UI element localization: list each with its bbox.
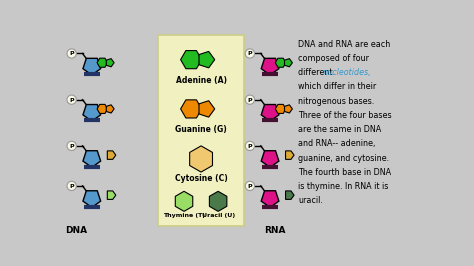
Text: The fourth base in DNA: The fourth base in DNA [298, 168, 391, 177]
Text: nucleotides,: nucleotides, [323, 68, 372, 77]
Polygon shape [199, 101, 215, 117]
Polygon shape [83, 151, 100, 167]
Circle shape [67, 95, 76, 104]
Text: different: different [298, 68, 335, 77]
Text: P: P [69, 144, 74, 149]
Circle shape [67, 49, 76, 58]
Text: Thymine (T): Thymine (T) [163, 213, 205, 218]
Text: Adenine (A): Adenine (A) [175, 76, 227, 85]
Text: is thymine. In RNA it is: is thymine. In RNA it is [298, 182, 388, 191]
Polygon shape [83, 191, 100, 207]
Polygon shape [261, 151, 279, 167]
Polygon shape [284, 105, 292, 113]
Polygon shape [261, 191, 279, 207]
Polygon shape [83, 58, 100, 75]
Circle shape [245, 49, 255, 58]
Text: guanine, and cytosine.: guanine, and cytosine. [298, 153, 389, 163]
Polygon shape [190, 146, 212, 172]
Circle shape [245, 95, 255, 104]
Text: nitrogenous bases.: nitrogenous bases. [298, 97, 374, 106]
Text: P: P [69, 51, 74, 56]
Polygon shape [284, 59, 292, 67]
Polygon shape [83, 105, 100, 121]
Text: P: P [247, 184, 252, 189]
Polygon shape [181, 100, 202, 118]
Text: composed of four: composed of four [298, 54, 369, 63]
Polygon shape [107, 151, 116, 159]
Text: Cytosine (C): Cytosine (C) [175, 174, 228, 183]
Polygon shape [97, 58, 108, 67]
Text: which differ in their: which differ in their [298, 82, 376, 91]
Polygon shape [106, 105, 114, 113]
Polygon shape [199, 51, 215, 68]
Polygon shape [210, 191, 227, 211]
Text: and RNA-- adenine,: and RNA-- adenine, [298, 139, 375, 148]
Polygon shape [285, 191, 294, 200]
Text: P: P [69, 184, 74, 189]
Text: Uracil (U): Uracil (U) [201, 213, 235, 218]
Polygon shape [175, 191, 193, 211]
Text: Three of the four bases: Three of the four bases [298, 111, 392, 120]
Text: uracil.: uracil. [298, 196, 323, 205]
Polygon shape [261, 58, 279, 75]
Polygon shape [261, 105, 279, 121]
Text: are the same in DNA: are the same in DNA [298, 125, 381, 134]
Polygon shape [285, 151, 294, 159]
Polygon shape [275, 58, 286, 67]
Text: P: P [247, 51, 252, 56]
Text: P: P [247, 144, 252, 149]
Polygon shape [181, 51, 202, 69]
Polygon shape [97, 104, 108, 114]
Polygon shape [275, 104, 286, 114]
Text: P: P [69, 98, 74, 103]
Polygon shape [107, 191, 116, 200]
Circle shape [67, 141, 76, 151]
Polygon shape [106, 59, 114, 67]
Text: DNA and RNA are each: DNA and RNA are each [298, 40, 390, 49]
Circle shape [245, 141, 255, 151]
FancyBboxPatch shape [158, 35, 244, 226]
Text: DNA: DNA [65, 226, 87, 235]
Circle shape [67, 181, 76, 190]
Circle shape [245, 181, 255, 190]
Text: RNA: RNA [264, 226, 285, 235]
Text: P: P [247, 98, 252, 103]
Text: Guanine (G): Guanine (G) [175, 125, 227, 134]
